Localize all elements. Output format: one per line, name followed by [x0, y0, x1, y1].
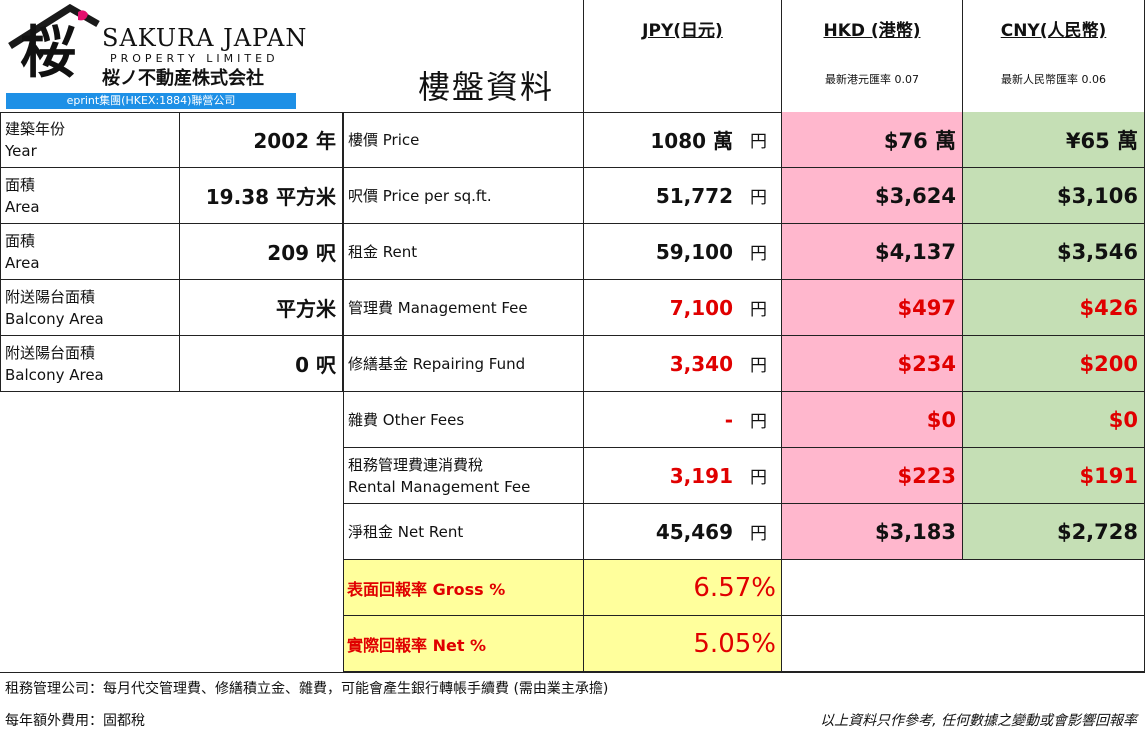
label-zh: 附送陽台面積 [5, 343, 96, 362]
hkd-value: $4,137 [782, 224, 963, 280]
hkd-header: HKD (港幣) 最新港元匯率 0.07 [782, 0, 963, 112]
page-title: 樓盤資料 [418, 68, 555, 106]
footer-line2: 每年額外費用：固都稅 [5, 713, 145, 729]
label-en: Year [5, 141, 37, 160]
yen-unit: 円 [750, 356, 767, 376]
cny-value: $3,106 [963, 168, 1145, 224]
hkd-rate: 最新港元匯率 0.07 [825, 73, 919, 86]
hkd-value: $0 [782, 392, 963, 448]
label-zh: 建築年份 [5, 119, 66, 138]
yen-unit: 円 [750, 524, 767, 544]
hkd-value: $3,624 [782, 168, 963, 224]
fee-label: 呎價 Price per sq.ft. [344, 168, 584, 224]
property-label: 附送陽台面積 Balcony Area [1, 280, 180, 336]
property-value: 2002 年 [180, 112, 343, 168]
jpy-value: 59,100 円 [584, 224, 782, 280]
fee-label-text: 租金 Rent [348, 243, 418, 261]
jpy-amount: - [724, 407, 733, 432]
cny-value: $3,546 [963, 224, 1145, 280]
yen-unit: 円 [750, 132, 767, 152]
fee-label-text: 管理費 Management Fee [348, 299, 528, 317]
fee-label: 管理費 Management Fee [344, 280, 584, 336]
jpy-amount: 51,772 [655, 183, 733, 208]
cny-value: $191 [963, 448, 1145, 504]
empty-cell [782, 616, 1145, 672]
yen-unit: 円 [750, 300, 767, 320]
cny-value: $426 [963, 280, 1145, 336]
fee-label-text: 修繕基金 Repairing Fund [348, 355, 526, 373]
yen-unit: 円 [750, 244, 767, 264]
jpy-header: JPY(日元) [584, 0, 782, 112]
yield-label: 實際回報率 Net % [344, 616, 584, 672]
yield-value: 5.05% [584, 616, 782, 672]
fee-label: 修繕基金 Repairing Fund [344, 336, 584, 392]
fee-label: 淨租金 Net Rent [344, 504, 584, 560]
jpy-value: 3,191 円 [584, 448, 782, 504]
logo-en-sub: PROPERTY LIMITED [110, 52, 279, 65]
yield-label: 表面回報率 Gross % [344, 560, 584, 616]
hkd-value: $3,183 [782, 504, 963, 560]
jpy-value: 1080 萬円 [584, 112, 782, 168]
logo: 桜 SAKURA JAPAN PROPERTY LIMITED 桜ノ不動産株式会… [6, 4, 306, 110]
hkd-value: $76 萬 [782, 112, 963, 168]
property-value: 0 呎 [180, 336, 343, 392]
hkd-value: $234 [782, 336, 963, 392]
fee-label-text: 租務管理費連消費稅 [348, 455, 484, 474]
logo-roof-icon [8, 4, 100, 49]
label-en: Area [5, 197, 40, 216]
hkd-value: $223 [782, 448, 963, 504]
logo-kanji: 桜 [20, 20, 76, 86]
cny-value: $0 [963, 392, 1145, 448]
cny-value: $200 [963, 336, 1145, 392]
cny-rate: 最新人民幣匯率 0.06 [1001, 73, 1106, 86]
fee-label-text: 樓價 Price [348, 131, 420, 149]
jpy-amount: 45,469 [655, 519, 733, 544]
jpy-amount: 7,100 [669, 295, 733, 320]
property-label: 面積 Area [1, 168, 180, 224]
jpy-amount: 59,100 [655, 239, 733, 264]
disclaimer: 以上資料只作參考, 任何數據之變動或會影響回報率 [820, 713, 1137, 729]
jpy-amount: 3,191 [669, 463, 733, 488]
yen-unit: 円 [750, 468, 767, 488]
yen-unit: 円 [750, 188, 767, 208]
label-en: Area [5, 253, 40, 272]
fee-label-text-en: Rental Management Fee [348, 477, 531, 496]
label-zh: 面積 [5, 175, 36, 194]
cny-value: $2,728 [963, 504, 1145, 560]
yen-unit: 円 [750, 412, 767, 432]
hkd-value: $497 [782, 280, 963, 336]
label-en: Balcony Area [5, 309, 104, 328]
logo-bar: eprint集團(HKEX:1884)聯營公司 [6, 93, 296, 109]
jpy-value: 45,469 円 [584, 504, 782, 560]
jpy-amount: 1080 萬 [650, 129, 733, 153]
label-zh: 面積 [5, 231, 36, 250]
label-zh: 附送陽台面積 [5, 287, 96, 306]
jpy-value: 51,772 円 [584, 168, 782, 224]
logo-jp-name: 桜ノ不動産株式会社 [102, 68, 264, 89]
jpy-value: 3,340 円 [584, 336, 782, 392]
fee-label-text: 雜費 Other Fees [348, 411, 465, 429]
property-value: 19.38 平方米 [180, 168, 343, 224]
cny-value: ¥65 萬 [963, 112, 1145, 168]
jpy-value: -円 [584, 392, 782, 448]
footer-line1: 租務管理公司：每月代交管理費、修繕積立金、雜費，可能會產生銀行轉帳手續費 (需由… [5, 681, 609, 697]
jpy-value: 7,100 円 [584, 280, 782, 336]
property-value: 平方米 [180, 280, 343, 336]
yield-value: 6.57% [584, 560, 782, 616]
logo-en-name: SAKURA JAPAN [102, 24, 308, 52]
fee-label-text: 呎價 Price per sq.ft. [348, 187, 492, 205]
fee-label: 租金 Rent [344, 224, 584, 280]
cny-header: CNY(人民幣) 最新人民幣匯率 0.06 [963, 0, 1145, 112]
property-value: 209 呎 [180, 224, 343, 280]
empty-cell [782, 560, 1145, 616]
fee-label-text: 淨租金 Net Rent [348, 523, 464, 541]
property-label: 面積 Area [1, 224, 180, 280]
fee-label: 租務管理費連消費稅 Rental Management Fee [344, 448, 584, 504]
jpy-amount: 3,340 [669, 351, 733, 376]
fee-label: 雜費 Other Fees [344, 392, 584, 448]
label-en: Balcony Area [5, 365, 104, 384]
property-label: 附送陽台面積 Balcony Area [1, 336, 180, 392]
fee-label: 樓價 Price [344, 112, 584, 168]
property-label: 建築年份 Year [1, 112, 180, 168]
